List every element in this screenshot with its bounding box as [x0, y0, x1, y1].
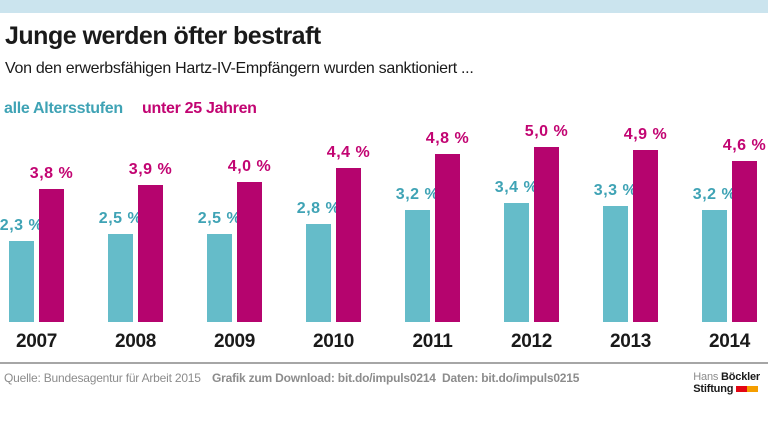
page-subtitle: Von den erwerbsfähigen Hartz-IV-Empfänge… [5, 60, 474, 77]
bar-teal-2007: 2,3 % [0, 217, 43, 322]
logo-name-regular: Hans [693, 371, 719, 383]
x-axis-label-2010: 2010 [312, 331, 355, 352]
x-axis-label-2012: 2012 [510, 331, 553, 352]
footer-divider [0, 362, 768, 364]
bar-magenta-2011: 4,8 % [426, 130, 469, 322]
bar-value-label: 4,0 % [227, 158, 272, 175]
bar-teal-2013: 3,3 % [594, 182, 637, 322]
bar-value-label: 4,8 % [425, 130, 470, 147]
bar-value-label: 2,5 % [197, 210, 242, 227]
chart-group-2009: 2,5 % 4,0 % [198, 158, 271, 322]
download-url-text: Grafik zum Download: bit.do/impuls0214 [212, 371, 436, 385]
bar-value-label: 2,3 % [0, 217, 44, 234]
chart-group-2013: 3,3 % 4,9 % [594, 126, 667, 322]
logo-stiftung-text: Stiftung [693, 383, 734, 395]
bar-value-label: 2,8 % [296, 200, 341, 217]
bar-teal-2008: 2,5 % [99, 210, 142, 322]
bar-teal-2011: 3,2 % [396, 186, 439, 322]
bar-value-label: 3,3 % [593, 182, 638, 199]
x-axis-label-2009: 2009 [213, 331, 256, 352]
chart-group-2011: 3,2 % 4,8 % [396, 130, 469, 322]
bar-value-label: 5,0 % [524, 123, 569, 140]
logo-color-mark-icon [736, 383, 759, 395]
legend-item-under-25: unter 25 Jahren [142, 100, 257, 117]
bar-teal-2009: 2,5 % [198, 210, 241, 322]
bar-teal-2012: 3,4 % [495, 179, 538, 322]
bar-chart-plot-area: 2,3 % 3,8 % 2,5 % 3,9 % 2,5 % 4,0 % 2,8 % 4,4 %… [0, 123, 768, 322]
chart-group-2008: 2,5 % 3,9 % [99, 161, 172, 322]
bar-value-label: 3,8 % [29, 165, 74, 182]
logo-name-bold: Böckler [721, 371, 760, 383]
bar-magenta-2014: 4,6 % [723, 137, 766, 322]
bar-magenta-2010: 4,4 % [327, 144, 370, 322]
legend-item-all-ages: alle Altersstufen [4, 100, 123, 117]
page-title: Junge werden öfter bestraft [5, 22, 321, 50]
x-axis-label-2014: 2014 [708, 331, 751, 352]
bar-value-label: 3,4 % [494, 179, 539, 196]
x-axis-label-2007: 2007 [15, 331, 58, 352]
bar-value-label: 2,5 % [98, 210, 143, 227]
chart-group-2010: 2,8 % 4,4 % [297, 144, 370, 322]
bar-value-label: 3,9 % [128, 161, 173, 178]
source-text: Quelle: Bundesagentur für Arbeit 2015 [4, 371, 201, 385]
bar-magenta-2008: 3,9 % [129, 161, 172, 322]
hans-boeckler-stiftung-logo: Hans Böckler Stiftung [693, 371, 760, 395]
chart-group-2014: 3,2 % 4,6 % [693, 137, 766, 322]
top-accent-bar [0, 0, 768, 13]
bar-teal-2014: 3,2 % [693, 186, 736, 322]
data-url-text: Daten: bit.do/impuls0215 [442, 371, 580, 385]
bar-magenta-2007: 3,8 % [30, 165, 73, 322]
bar-value-label: 4,9 % [623, 126, 668, 143]
bar-magenta-2009: 4,0 % [228, 158, 271, 322]
chart-group-2012: 3,4 % 5,0 % [495, 123, 568, 322]
logo-line-1: Hans Böckler [693, 371, 760, 383]
bar-magenta-2013: 4,9 % [624, 126, 667, 322]
bar-value-label: 4,4 % [326, 144, 371, 161]
x-axis-label-2011: 2011 [412, 331, 453, 352]
x-axis-label-2008: 2008 [114, 331, 157, 352]
bar-value-label: 4,6 % [722, 137, 767, 154]
bar-value-label: 3,2 % [692, 186, 737, 203]
chart-group-2007: 2,3 % 3,8 % [0, 165, 73, 322]
logo-line-2: Stiftung [693, 383, 760, 395]
bar-teal-2010: 2,8 % [297, 200, 340, 322]
bar-magenta-2012: 5,0 % [525, 123, 568, 322]
x-axis-label-2013: 2013 [609, 331, 652, 352]
bar-value-label: 3,2 % [395, 186, 440, 203]
legend: alle Altersstufen unter 25 Jahren [0, 100, 768, 120]
